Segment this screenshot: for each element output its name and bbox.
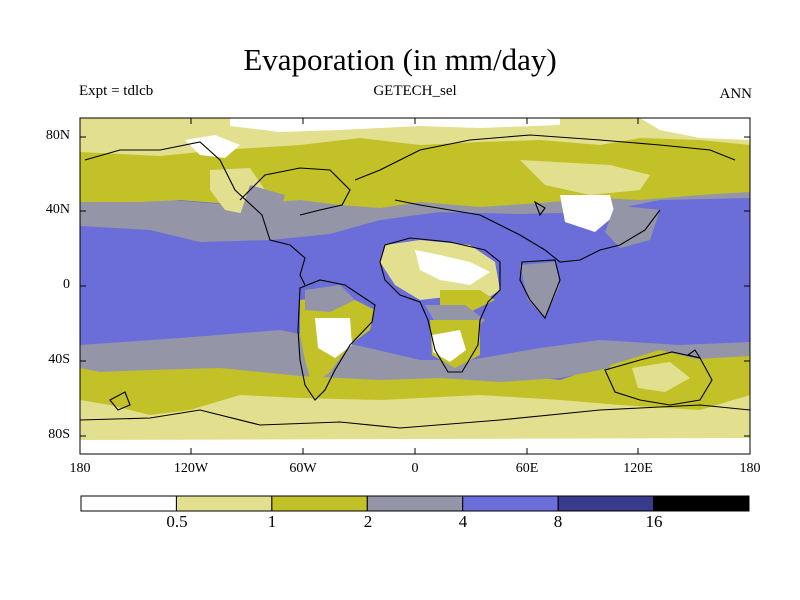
arctic-white-patch bbox=[230, 118, 560, 132]
colorbar-swatch bbox=[557, 495, 655, 512]
coastline-new-guinea bbox=[686, 349, 702, 359]
season-label: ANN bbox=[719, 86, 753, 102]
colorbar-swatch bbox=[175, 495, 273, 512]
lat-tick-label: 40N bbox=[45, 202, 70, 217]
lat-tick-label: 80S bbox=[48, 427, 70, 442]
colorbar-swatch bbox=[80, 495, 177, 512]
colorbar bbox=[80, 495, 750, 512]
amazon-grey bbox=[305, 285, 355, 312]
coastline-africa bbox=[379, 237, 501, 373]
coastline-caspian bbox=[533, 200, 546, 217]
colorbar-level-label: 2 bbox=[363, 512, 373, 531]
coastline-antarctica bbox=[80, 404, 750, 429]
colorbar-swatch bbox=[366, 495, 464, 512]
contour-field bbox=[80, 118, 750, 454]
coastline-eurasia-north bbox=[354, 134, 736, 181]
colorbar-swatch bbox=[462, 495, 559, 512]
kalahari-white bbox=[432, 330, 466, 362]
lon-tick-label: 60W bbox=[289, 461, 317, 476]
colorbar-level-label: 16 bbox=[645, 512, 663, 531]
colorbar-level-label: 1 bbox=[267, 512, 277, 531]
coastline-india bbox=[519, 259, 561, 320]
southern-grey-band bbox=[80, 330, 750, 382]
colorbar-swatch bbox=[271, 495, 368, 512]
lon-tick-label: 180 bbox=[69, 461, 91, 476]
source-label: GETECH_sel bbox=[373, 83, 457, 99]
map-frame bbox=[79, 117, 751, 455]
lon-tick-label: 120W bbox=[173, 461, 209, 476]
arctic-white-patch-3 bbox=[640, 118, 750, 140]
lon-tick-label: 180 bbox=[739, 461, 761, 476]
south-america-white bbox=[315, 318, 352, 358]
antarctic-white bbox=[80, 438, 750, 454]
coastline-canada bbox=[239, 167, 351, 216]
tick-marks bbox=[80, 118, 750, 454]
east-asia-grey bbox=[605, 205, 660, 248]
lat-tick-label: 0 bbox=[63, 277, 70, 292]
coastline-island bbox=[109, 391, 131, 411]
colorbar-swatch bbox=[653, 495, 750, 512]
lat-tick-label: 80N bbox=[45, 128, 70, 143]
arctic-white-patch-2 bbox=[185, 135, 240, 158]
coastline-australia bbox=[604, 351, 713, 406]
experiment-label: Expt = tdlcb bbox=[79, 83, 154, 99]
sahara-white bbox=[415, 250, 490, 285]
asia-pale-region bbox=[520, 160, 650, 195]
us-east-grey bbox=[240, 185, 285, 240]
colorbar-level-label: 8 bbox=[553, 512, 563, 531]
coastline-north-america bbox=[84, 141, 306, 286]
colorbar-level-label: 0.5 bbox=[166, 512, 188, 531]
asia-desert-white bbox=[560, 195, 615, 232]
lat-tick-label: 40S bbox=[48, 352, 70, 367]
australia-pale bbox=[632, 362, 690, 392]
coastline-eurasia-south bbox=[394, 199, 661, 263]
coastline-south-america bbox=[297, 279, 376, 401]
lon-tick-label: 0 bbox=[411, 461, 419, 476]
colorbar-level-label: 4 bbox=[458, 512, 468, 531]
lon-tick-label: 120E bbox=[623, 461, 653, 476]
coastlines bbox=[80, 134, 750, 429]
map-title: Evaporation (in mm/day) bbox=[243, 42, 557, 77]
lon-tick-label: 60E bbox=[515, 461, 539, 476]
